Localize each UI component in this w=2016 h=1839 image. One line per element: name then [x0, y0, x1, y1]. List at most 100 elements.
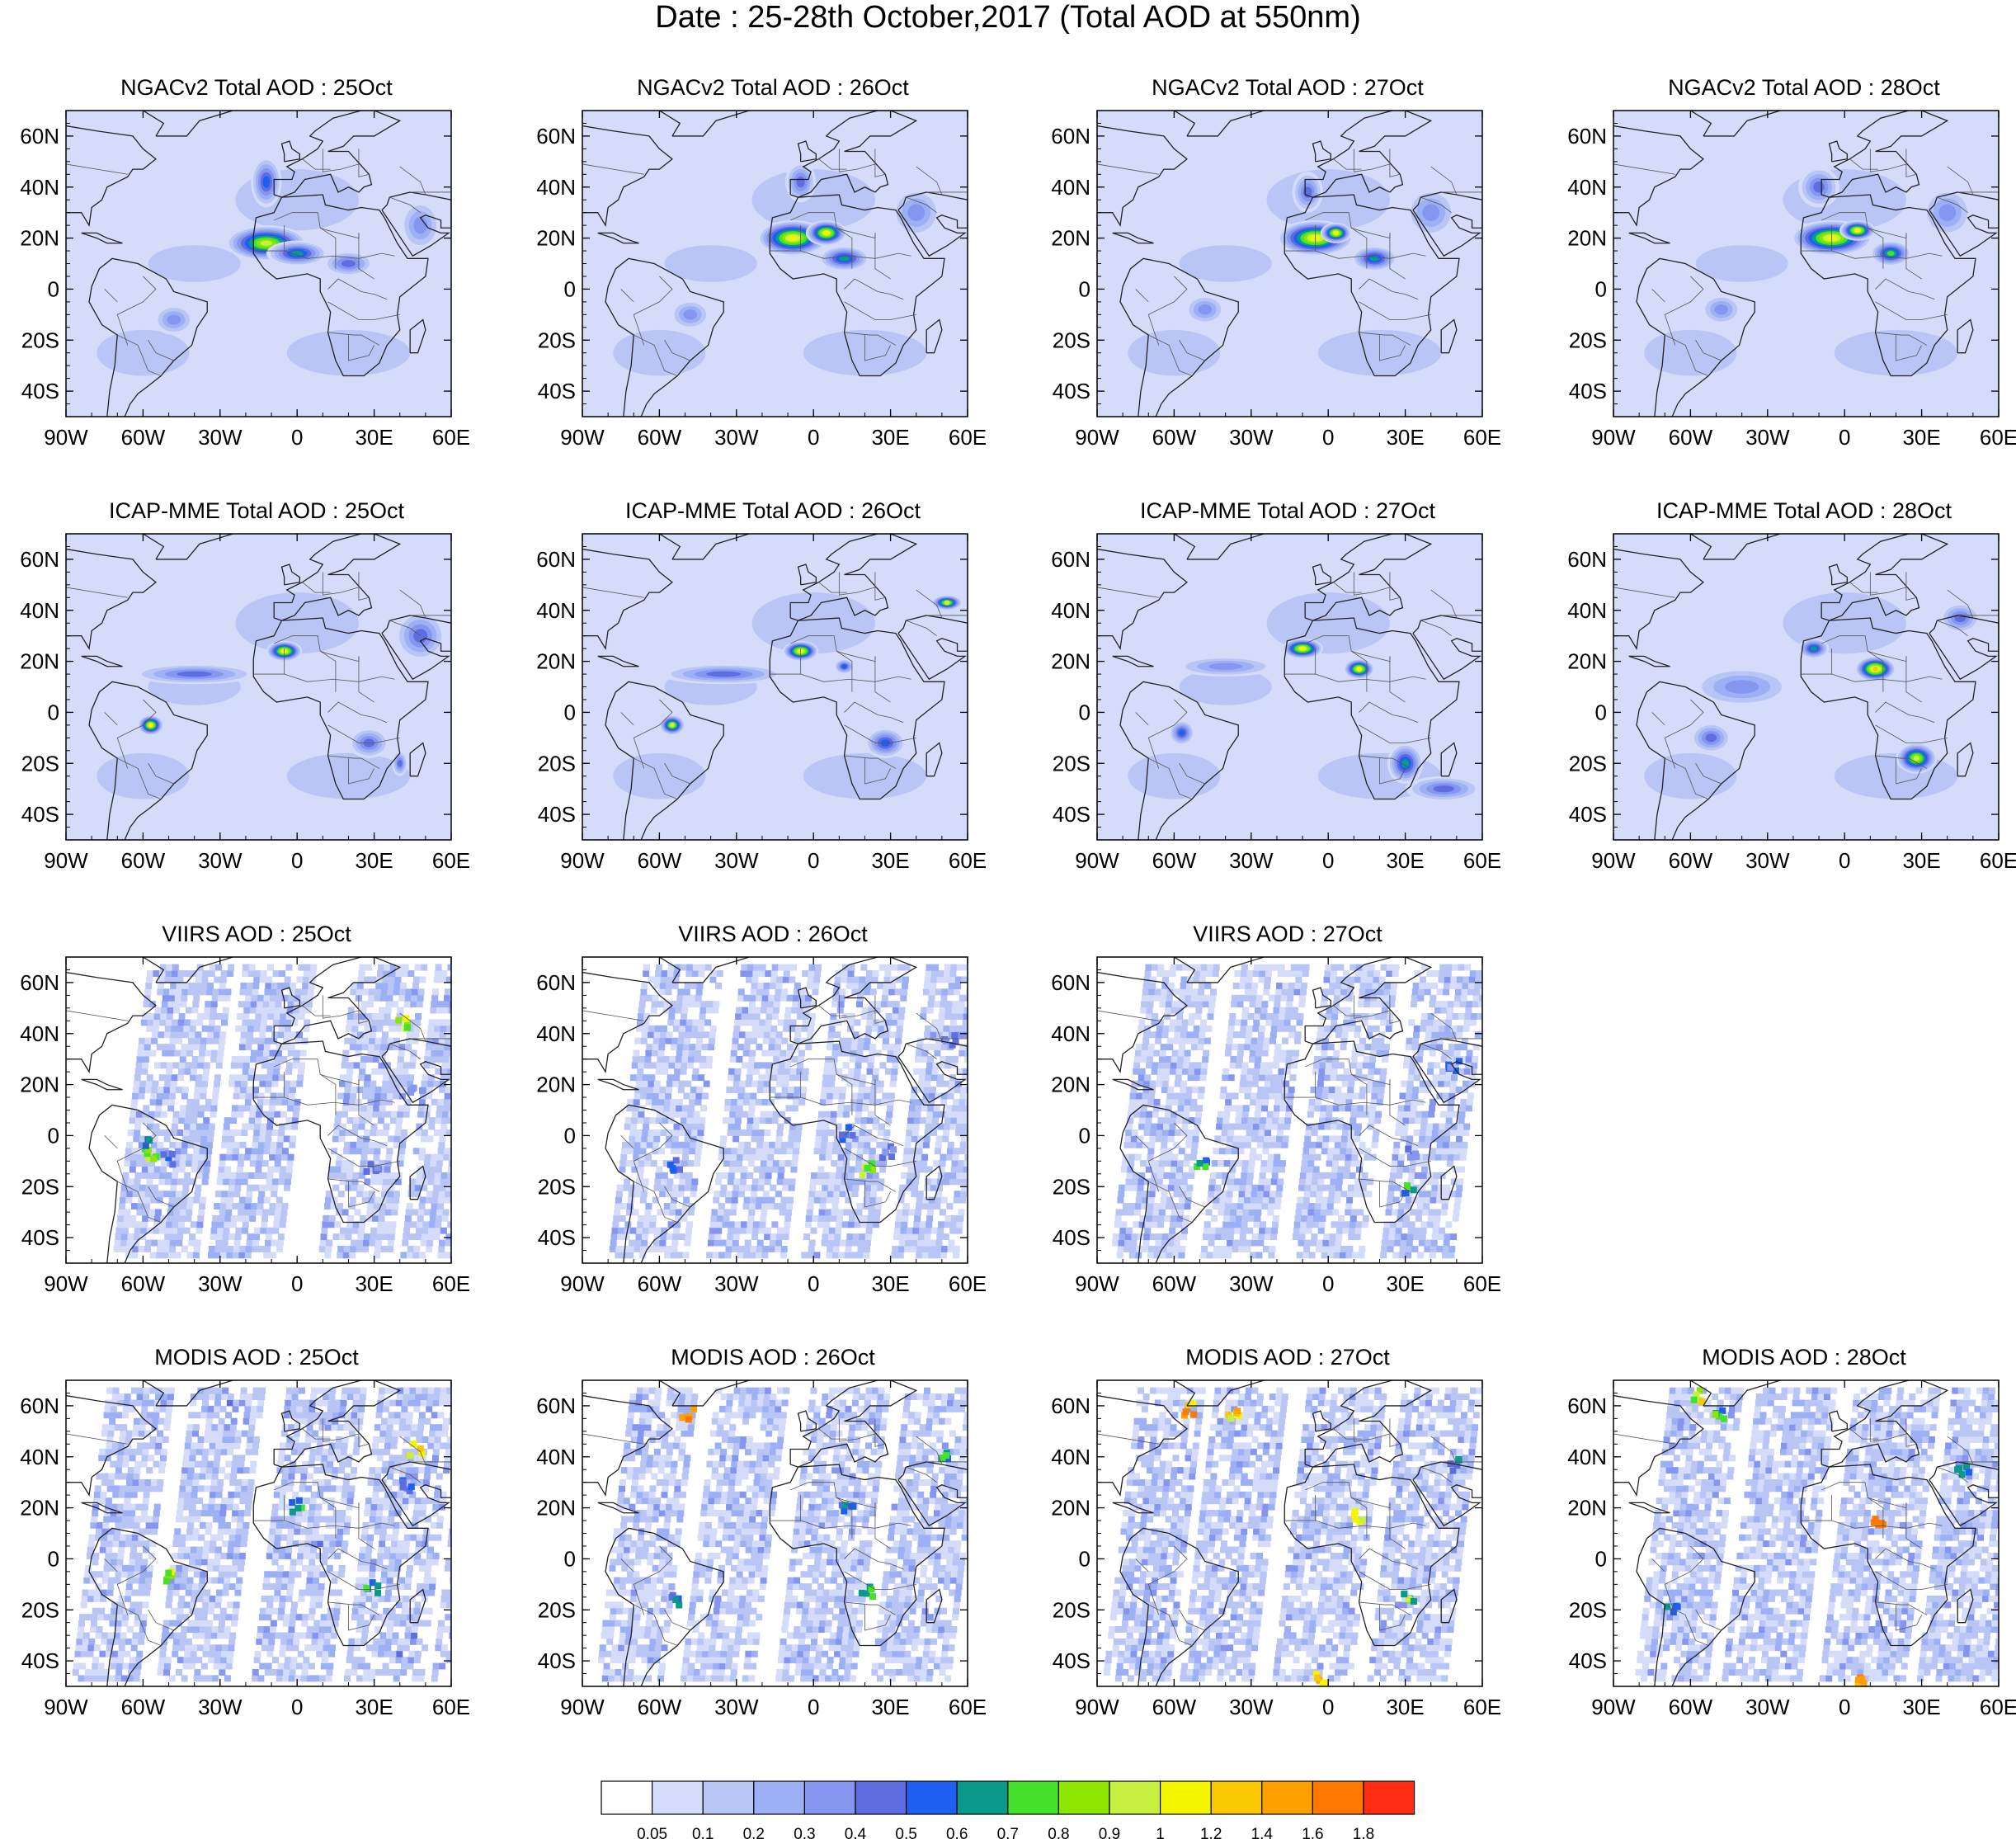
aod-retrieval-cell: [346, 1019, 353, 1026]
aod-retrieval-cell: [808, 1239, 816, 1247]
aod-retrieval-cell: [256, 1007, 263, 1014]
aod-retrieval-cell: [760, 1110, 767, 1118]
aod-retrieval-cell: [1142, 1239, 1150, 1247]
aod-retrieval-cell: [802, 1019, 809, 1026]
aod-retrieval-cell: [696, 1135, 704, 1143]
aod-retrieval-cell: [959, 1092, 967, 1100]
aod-hotspot: [838, 1131, 845, 1139]
aod-retrieval-cell: [630, 1123, 638, 1130]
panel-title: ICAP-MME Total AOD : 25Oct: [108, 498, 405, 523]
aod-retrieval-cell: [172, 1166, 180, 1173]
aod-retrieval-cell: [301, 1037, 309, 1044]
aod-retrieval-cell: [857, 1245, 864, 1252]
aod-retrieval-cell: [276, 1141, 284, 1148]
aod-retrieval-cell: [763, 982, 770, 989]
aod-retrieval-cell: [883, 1135, 890, 1143]
aod-retrieval-cell: [719, 1191, 727, 1198]
aod-retrieval-cell: [287, 1105, 294, 1112]
aod-retrieval-cell: [294, 988, 302, 996]
aod-retrieval-cell: [141, 1117, 148, 1125]
aod-retrieval-cell: [367, 1049, 374, 1057]
aod-retrieval-cell: [781, 1141, 789, 1148]
aod-retrieval-cell: [373, 1203, 380, 1209]
aod-retrieval-cell: [944, 970, 950, 977]
aod-hotspot: [395, 1016, 403, 1024]
aod-hotspot: [419, 1087, 426, 1094]
aod-retrieval-cell: [220, 970, 228, 977]
aod-retrieval-cell: [768, 994, 775, 1002]
aod-retrieval-cell: [860, 1074, 867, 1082]
aod-retrieval-cell: [652, 1087, 660, 1093]
aod-retrieval-cell: [756, 1245, 763, 1252]
aod-retrieval-cell: [474, 995, 481, 1002]
aod-retrieval-cell: [464, 1031, 471, 1038]
coast-europe: [273, 534, 402, 621]
aod-retrieval-cell: [381, 982, 389, 989]
aod-retrieval-cell: [352, 1117, 360, 1125]
aod-retrieval-cell: [827, 1037, 834, 1044]
aod-retrieval-cell: [166, 1062, 173, 1069]
aod-retrieval-cell: [944, 1062, 952, 1069]
lat-tick-label: 20N: [536, 226, 576, 251]
aod-retrieval-cell: [631, 1062, 638, 1069]
aod-retrieval-cell: [878, 1025, 885, 1032]
aod-retrieval-cell: [841, 1074, 848, 1082]
lon-tick-label: 60W: [121, 425, 166, 450]
aod-contour: [1938, 204, 1957, 221]
aod-retrieval-cell: [170, 1184, 177, 1191]
aod-retrieval-cell: [775, 1239, 783, 1247]
aod-retrieval-cell: [448, 1160, 451, 1167]
aod-retrieval-cell: [886, 1055, 893, 1063]
aod-retrieval-cell: [151, 1191, 158, 1198]
aod-retrieval-cell: [134, 1129, 141, 1136]
lat-tick-label: 40S: [538, 1225, 576, 1250]
aod-retrieval-cell: [360, 1001, 368, 1008]
aod-retrieval-cell: [186, 1203, 194, 1209]
aod-retrieval-cell: [780, 1245, 788, 1252]
coast-madagascar: [1957, 318, 1974, 354]
aod-retrieval-cell: [935, 1245, 942, 1252]
aod-retrieval-cell: [675, 1055, 682, 1063]
aod-retrieval-cell: [173, 1153, 181, 1161]
aod-retrieval-cell: [283, 1037, 290, 1044]
aod-retrieval-cell: [136, 1160, 144, 1167]
aod-hotspot: [839, 1136, 846, 1143]
aod-retrieval-cell: [915, 1049, 922, 1057]
panel-ngac-25: NGACv2 Total AOD : 25Oct 90W 60W 30W 0 30E 60E…: [0, 73, 513, 495]
aod-retrieval-cell: [837, 1209, 844, 1216]
aod-retrieval-cell: [178, 1062, 186, 1069]
aod-retrieval-cell: [1170, 1221, 1177, 1228]
aod-retrieval-cell: [672, 1080, 680, 1087]
aod-retrieval-cell: [685, 1025, 692, 1032]
aod-retrieval-cell: [911, 1129, 919, 1136]
country-border: [327, 1148, 400, 1167]
aod-retrieval-cell: [284, 976, 291, 983]
aod-retrieval-cell: [276, 988, 284, 996]
aod-retrieval-cell: [822, 1178, 830, 1186]
aod-retrieval-cell: [281, 994, 289, 1002]
aod-retrieval-cell: [431, 1044, 439, 1051]
country-border: [1665, 334, 1709, 376]
aod-retrieval-cell: [733, 1123, 741, 1130]
country-border: [874, 656, 891, 703]
aod-retrieval-cell: [187, 988, 195, 996]
aod-retrieval-cell: [1144, 1227, 1152, 1234]
aod-retrieval-cell: [276, 1044, 283, 1051]
aod-retrieval-cell: [1174, 1233, 1181, 1241]
aod-retrieval-cell: [700, 1001, 708, 1008]
aod-retrieval-cell: [185, 1160, 192, 1167]
aod-retrieval-cell: [823, 1117, 831, 1125]
aod-retrieval-cell: [929, 1092, 936, 1100]
aod-retrieval-cell: [690, 1087, 697, 1093]
aod-retrieval-cell: [290, 1135, 297, 1143]
aod-retrieval-cell: [735, 1013, 742, 1020]
aod-retrieval-cell: [845, 1141, 852, 1148]
aod-retrieval-cell: [206, 1141, 214, 1148]
aod-retrieval-cell: [235, 1025, 243, 1032]
aod-retrieval-cell: [839, 1092, 846, 1100]
aod-retrieval-cell: [439, 1184, 446, 1191]
aod-retrieval-cell: [195, 976, 202, 983]
aod-retrieval-cell: [684, 1031, 691, 1039]
aod-retrieval-cell: [859, 976, 866, 983]
aod-retrieval-cell: [726, 1239, 733, 1247]
